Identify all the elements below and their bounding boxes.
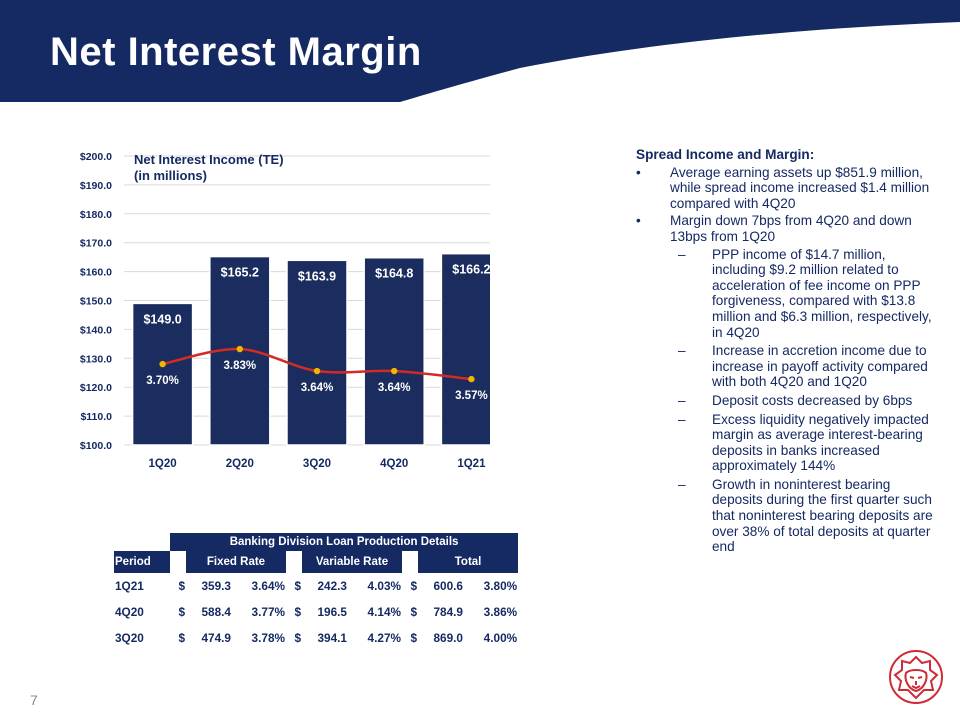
y-tick-label: $180.0 — [80, 209, 112, 221]
cell-total-amount: 600.6 — [433, 579, 463, 593]
cell-total-amount: 869.0 — [433, 631, 463, 645]
cell-currency: $ — [410, 605, 417, 619]
loan-production-table: Banking Division Loan Production Details… — [114, 533, 519, 651]
y-tick-label: $100.0 — [80, 440, 112, 452]
cell-currency: $ — [178, 579, 185, 593]
cell-fixed-rate: 3.78% — [251, 631, 285, 645]
cell-currency: $ — [294, 605, 301, 619]
chart-title-line: Net Interest Income (TE) — [134, 152, 284, 167]
cell-total-rate: 3.80% — [483, 579, 518, 593]
y-tick-label: $170.0 — [80, 238, 112, 250]
header-period: Period — [114, 551, 170, 573]
cell-variable-amount: 196.5 — [317, 605, 347, 619]
page-title: Net Interest Margin — [50, 30, 422, 74]
cell-variable-amount: 242.3 — [317, 579, 347, 593]
net-interest-income-chart: $100.0 $110.0 $120.0 $130.0 $140.0 $150.0 $160… — [80, 151, 490, 470]
chart-title-line: (in millions) — [134, 168, 207, 183]
cell-fixed-amount: 474.9 — [201, 631, 231, 645]
cell-variable-rate: 4.14% — [367, 605, 401, 619]
y-tick-label: $110.0 — [80, 411, 112, 423]
bar-data-label: $166.2 — [452, 263, 490, 277]
cell-total-rate: 4.00% — [483, 631, 518, 645]
bar-data-label: $165.2 — [221, 266, 259, 280]
row-period: 4Q20 — [115, 605, 144, 619]
margin-point — [468, 375, 475, 383]
bar-data-label: $163.9 — [298, 269, 336, 283]
commentary-heading: Spread Income and Margin: — [636, 147, 815, 162]
y-tick-label: $140.0 — [80, 324, 112, 336]
header-fixed-rate: Fixed Rate — [186, 551, 286, 573]
y-tick-label: $130.0 — [80, 353, 112, 365]
line-data-label: 3.83% — [223, 360, 256, 372]
line-data-label: 3.70% — [146, 375, 179, 387]
sub-bullet-item: Deposit costs decreased by 6bps — [636, 393, 936, 409]
bullet-item: Average earning assets up $851.9 million… — [636, 165, 936, 212]
cell-fixed-amount: 359.3 — [201, 579, 231, 593]
bullet-item: Margin down 7bps from 4Q20 and down 13bp… — [636, 213, 936, 244]
y-tick-label: $190.0 — [80, 180, 112, 192]
sub-bullet-item: Increase in accretion income due to incr… — [636, 343, 936, 390]
cell-variable-amount: 394.1 — [317, 631, 347, 645]
bar — [440, 252, 490, 446]
cell-currency: $ — [178, 631, 185, 645]
table-row: 3Q20 $ 474.9 3.78% $ 394.1 4.27% $ 869.0… — [114, 625, 518, 651]
cell-total-amount: 784.9 — [433, 605, 463, 619]
margin-point — [313, 367, 321, 375]
x-tick-label: 1Q21 — [457, 458, 486, 470]
cell-fixed-rate: 3.64% — [251, 579, 285, 593]
bar-data-label: $149.0 — [143, 312, 181, 326]
x-tick-label: 3Q20 — [303, 458, 331, 470]
table-row: 1Q21 $ 359.3 3.64% $ 242.3 4.03% $ 600.6… — [114, 573, 518, 599]
cell-fixed-rate: 3.77% — [251, 605, 285, 619]
cell-currency: $ — [410, 631, 417, 645]
cell-variable-rate: 4.03% — [367, 579, 401, 593]
y-tick-label: $160.0 — [80, 267, 112, 279]
bar — [131, 302, 194, 446]
commentary-panel: Spread Income and Margin: Average earnin… — [636, 147, 936, 558]
cell-total-rate: 3.86% — [483, 605, 518, 619]
x-tick-label: 2Q20 — [226, 458, 254, 470]
title-banner-shape — [0, 0, 960, 102]
bar-data-label: $164.8 — [375, 267, 413, 281]
sub-bullet-item: Growth in noninterest bearing deposits d… — [636, 477, 936, 555]
margin-point — [236, 345, 243, 353]
line-data-label: 3.64% — [301, 382, 334, 394]
cell-currency: $ — [294, 579, 301, 593]
line-data-label: 3.64% — [378, 382, 411, 394]
y-tick-label: $120.0 — [80, 382, 112, 394]
line-data-label: 3.57% — [455, 390, 488, 402]
lion-logo-icon — [889, 650, 943, 704]
cell-variable-rate: 4.27% — [367, 631, 401, 645]
commentary-list: Average earning assets up $851.9 million… — [636, 165, 936, 555]
title-banner: Net Interest Margin — [0, 0, 960, 102]
cell-currency: $ — [178, 605, 185, 619]
margin-point — [391, 367, 398, 375]
bar — [363, 256, 425, 446]
y-tick-label: $150.0 — [80, 296, 112, 308]
x-tick-label: 1Q20 — [149, 458, 177, 470]
page-number: 7 — [30, 692, 38, 708]
header-variable-rate: Variable Rate — [302, 551, 402, 573]
cell-currency: $ — [410, 579, 417, 593]
sub-bullet-item: PPP income of $14.7 million, including $… — [636, 247, 936, 341]
row-period: 1Q21 — [115, 579, 144, 593]
table-caption: Banking Division Loan Production Details — [170, 533, 519, 551]
table-row: 4Q20 $ 588.4 3.77% $ 196.5 4.14% $ 784.9… — [114, 599, 518, 625]
bar — [286, 259, 348, 446]
header-total: Total — [418, 551, 519, 573]
margin-point — [159, 360, 166, 368]
cell-fixed-amount: 588.4 — [201, 605, 231, 619]
cell-currency: $ — [294, 631, 301, 645]
sub-bullet-item: Excess liquidity negatively impacted mar… — [636, 412, 936, 474]
x-tick-label: 4Q20 — [380, 458, 408, 470]
row-period: 3Q20 — [115, 631, 144, 645]
y-tick-label: $200.0 — [80, 151, 112, 163]
